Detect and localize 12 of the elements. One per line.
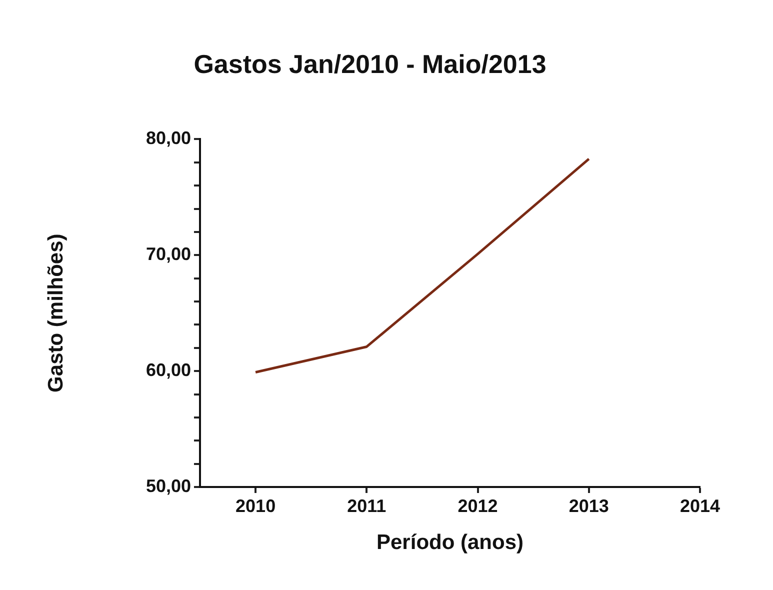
y-axis-title: Gasto (milhões) (44, 234, 68, 392)
x-tick-label: 2011 (347, 496, 386, 516)
x-axis-title: Período (anos) (376, 531, 524, 554)
y-tick-label: 70,00 (146, 244, 191, 264)
x-tick-label: 2012 (458, 496, 498, 516)
x-tick-label: 2010 (236, 496, 276, 516)
y-tick-label: 60,00 (146, 360, 191, 380)
x-tick-label: 2014 (680, 496, 720, 516)
y-tick-label: 50,00 (146, 476, 191, 496)
y-tick-label: 80,00 (146, 128, 191, 148)
x-tick-label: 2013 (568, 496, 609, 516)
chart-title: Gastos Jan/2010 - Maio/2013 (194, 48, 546, 79)
